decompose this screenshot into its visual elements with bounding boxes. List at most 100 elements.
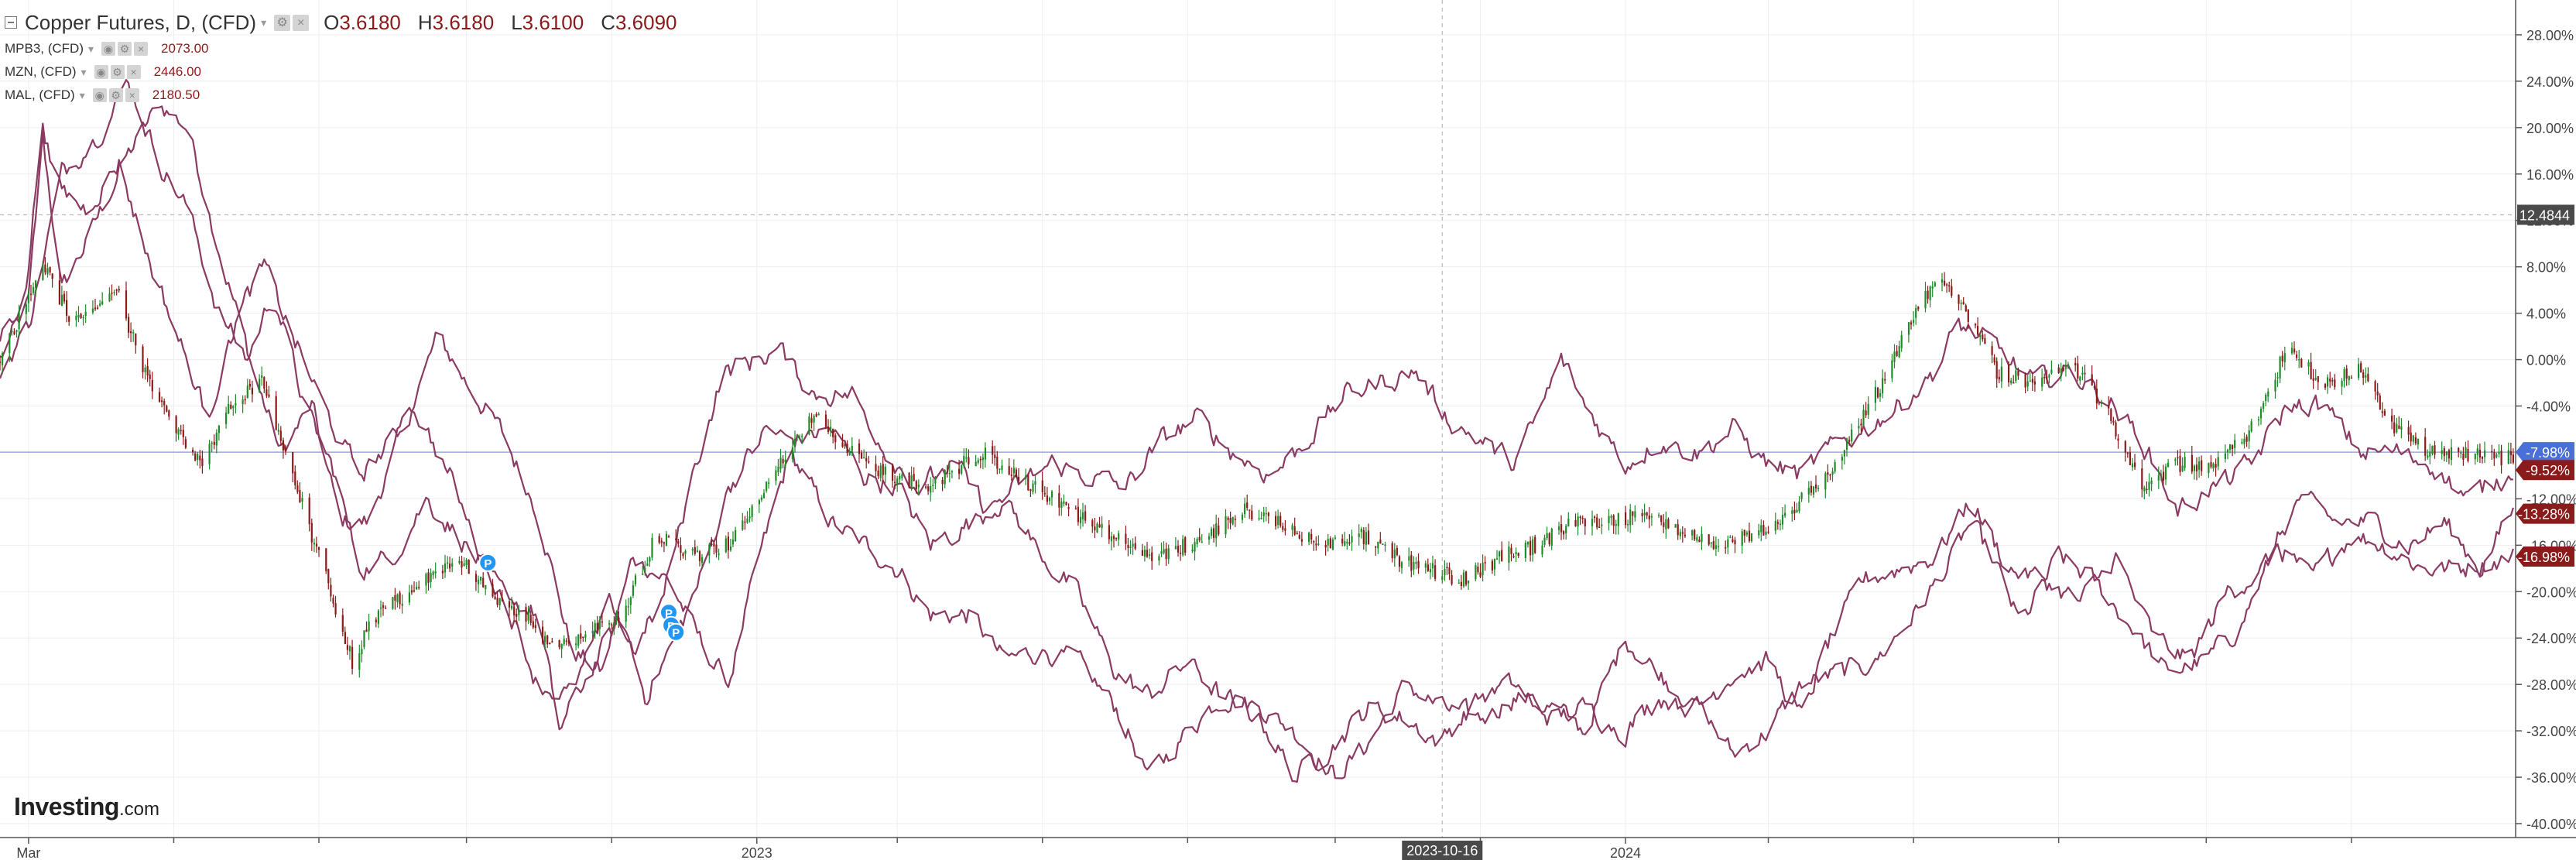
chevron-down-icon[interactable]: ▾ bbox=[261, 15, 267, 29]
candle-body bbox=[1284, 528, 1286, 531]
close-icon[interactable]: × bbox=[125, 88, 139, 102]
candle-body bbox=[777, 466, 779, 473]
settings-icon[interactable]: ⚙ bbox=[110, 65, 125, 79]
chevron-down-icon[interactable]: ▾ bbox=[80, 65, 87, 78]
candle-body bbox=[82, 317, 84, 319]
series-label[interactable]: MZN, (CFD) bbox=[5, 64, 77, 79]
collapse-icon[interactable] bbox=[5, 16, 17, 29]
candle-body bbox=[2157, 475, 2160, 481]
candle-body bbox=[1748, 530, 1751, 541]
eye-icon[interactable]: ◉ bbox=[92, 88, 107, 102]
candle-body bbox=[184, 439, 187, 448]
candle-body bbox=[1643, 512, 1646, 516]
candle-body bbox=[265, 389, 268, 396]
candle-body bbox=[2374, 381, 2376, 392]
candle-body bbox=[1893, 351, 1896, 362]
candle-body bbox=[1565, 526, 1567, 533]
candle-body bbox=[1734, 540, 1736, 545]
candle-body bbox=[775, 470, 777, 481]
candle-body bbox=[996, 457, 999, 469]
candle-body bbox=[146, 365, 149, 375]
candle-body bbox=[1615, 523, 1617, 526]
candle-body bbox=[1967, 310, 1969, 322]
chevron-down-icon[interactable]: ▾ bbox=[79, 88, 85, 101]
settings-icon[interactable]: ⚙ bbox=[108, 88, 123, 102]
candle-body bbox=[513, 606, 516, 615]
candle-body bbox=[232, 406, 235, 409]
settings-icon[interactable]: ⚙ bbox=[118, 42, 132, 56]
candle-body bbox=[235, 403, 237, 406]
candle-body bbox=[2500, 451, 2502, 466]
candle-body bbox=[1329, 538, 1331, 548]
main-symbol-label[interactable]: Copper Futures, D, (CFD) bbox=[25, 10, 257, 34]
event-markers: PPPP bbox=[478, 553, 686, 642]
candle-body bbox=[1429, 569, 1431, 573]
candle-body bbox=[2410, 432, 2412, 442]
candle-body bbox=[1815, 484, 1817, 488]
candle-body bbox=[1382, 543, 1384, 545]
candle-body bbox=[118, 289, 120, 291]
candle-body bbox=[75, 315, 77, 320]
candle-body bbox=[868, 461, 870, 463]
candle-body bbox=[1434, 565, 1437, 579]
candle-body bbox=[731, 540, 735, 545]
close-icon[interactable]: × bbox=[134, 42, 149, 56]
close-icon[interactable]: × bbox=[126, 65, 141, 79]
candle-body bbox=[1548, 533, 1550, 545]
chevron-down-icon[interactable]: ▾ bbox=[88, 42, 94, 55]
candle-body bbox=[1708, 534, 1710, 545]
candle-body bbox=[394, 595, 396, 601]
candle-body bbox=[908, 472, 910, 488]
candle-body bbox=[242, 399, 244, 405]
candle-body bbox=[799, 437, 801, 438]
candle-body bbox=[2112, 420, 2115, 423]
candle-body bbox=[1225, 516, 1227, 535]
candle-body bbox=[1293, 526, 1296, 535]
y-axis-tick-label: -12.00% bbox=[2526, 492, 2576, 507]
close-icon[interactable]: × bbox=[293, 14, 310, 31]
candle-body bbox=[2241, 442, 2243, 444]
candle-body bbox=[101, 301, 104, 304]
candle-body bbox=[1458, 582, 1460, 584]
candle-body bbox=[1081, 512, 1084, 519]
candle-body bbox=[1460, 581, 1462, 586]
candle-body bbox=[1660, 515, 1663, 522]
y-axis-tick-label: 16.00% bbox=[2526, 167, 2574, 183]
candle-body bbox=[1246, 502, 1249, 509]
candle-body bbox=[532, 621, 534, 628]
candle-body bbox=[1526, 541, 1530, 545]
candle-body bbox=[979, 458, 981, 461]
candle-body bbox=[1931, 286, 1934, 289]
candle-body bbox=[2179, 455, 2181, 472]
candle-body bbox=[1915, 308, 1917, 318]
candle-body bbox=[896, 478, 899, 485]
candle-body bbox=[308, 497, 310, 525]
candle-body bbox=[2041, 377, 2043, 387]
candle-body bbox=[410, 590, 413, 593]
settings-icon[interactable]: ⚙ bbox=[274, 14, 291, 31]
y-axis-tick-label: -40.00% bbox=[2526, 817, 2576, 832]
eye-icon[interactable]: ◉ bbox=[101, 42, 116, 56]
series-label[interactable]: MPB3, (CFD) bbox=[5, 41, 84, 56]
candle-body bbox=[1541, 545, 1543, 555]
candle-body bbox=[2017, 371, 2019, 376]
candle-body bbox=[1265, 512, 1267, 515]
candle-body bbox=[875, 464, 877, 471]
candle-body bbox=[642, 574, 644, 575]
candle-body bbox=[944, 470, 946, 485]
candle-body bbox=[474, 574, 478, 582]
candle-body bbox=[1077, 506, 1079, 523]
candle-body bbox=[2393, 422, 2396, 433]
candle-body bbox=[2263, 403, 2265, 409]
candle-body bbox=[910, 475, 913, 488]
eye-icon[interactable]: ◉ bbox=[94, 65, 108, 79]
candle-body bbox=[1745, 533, 1748, 535]
candle-body bbox=[1776, 522, 1779, 524]
candle-body bbox=[1941, 279, 1944, 283]
candle-body bbox=[2509, 451, 2512, 455]
candle-body bbox=[2350, 377, 2352, 379]
series-label[interactable]: MAL, (CFD) bbox=[5, 87, 75, 102]
candle-body bbox=[2098, 402, 2100, 404]
